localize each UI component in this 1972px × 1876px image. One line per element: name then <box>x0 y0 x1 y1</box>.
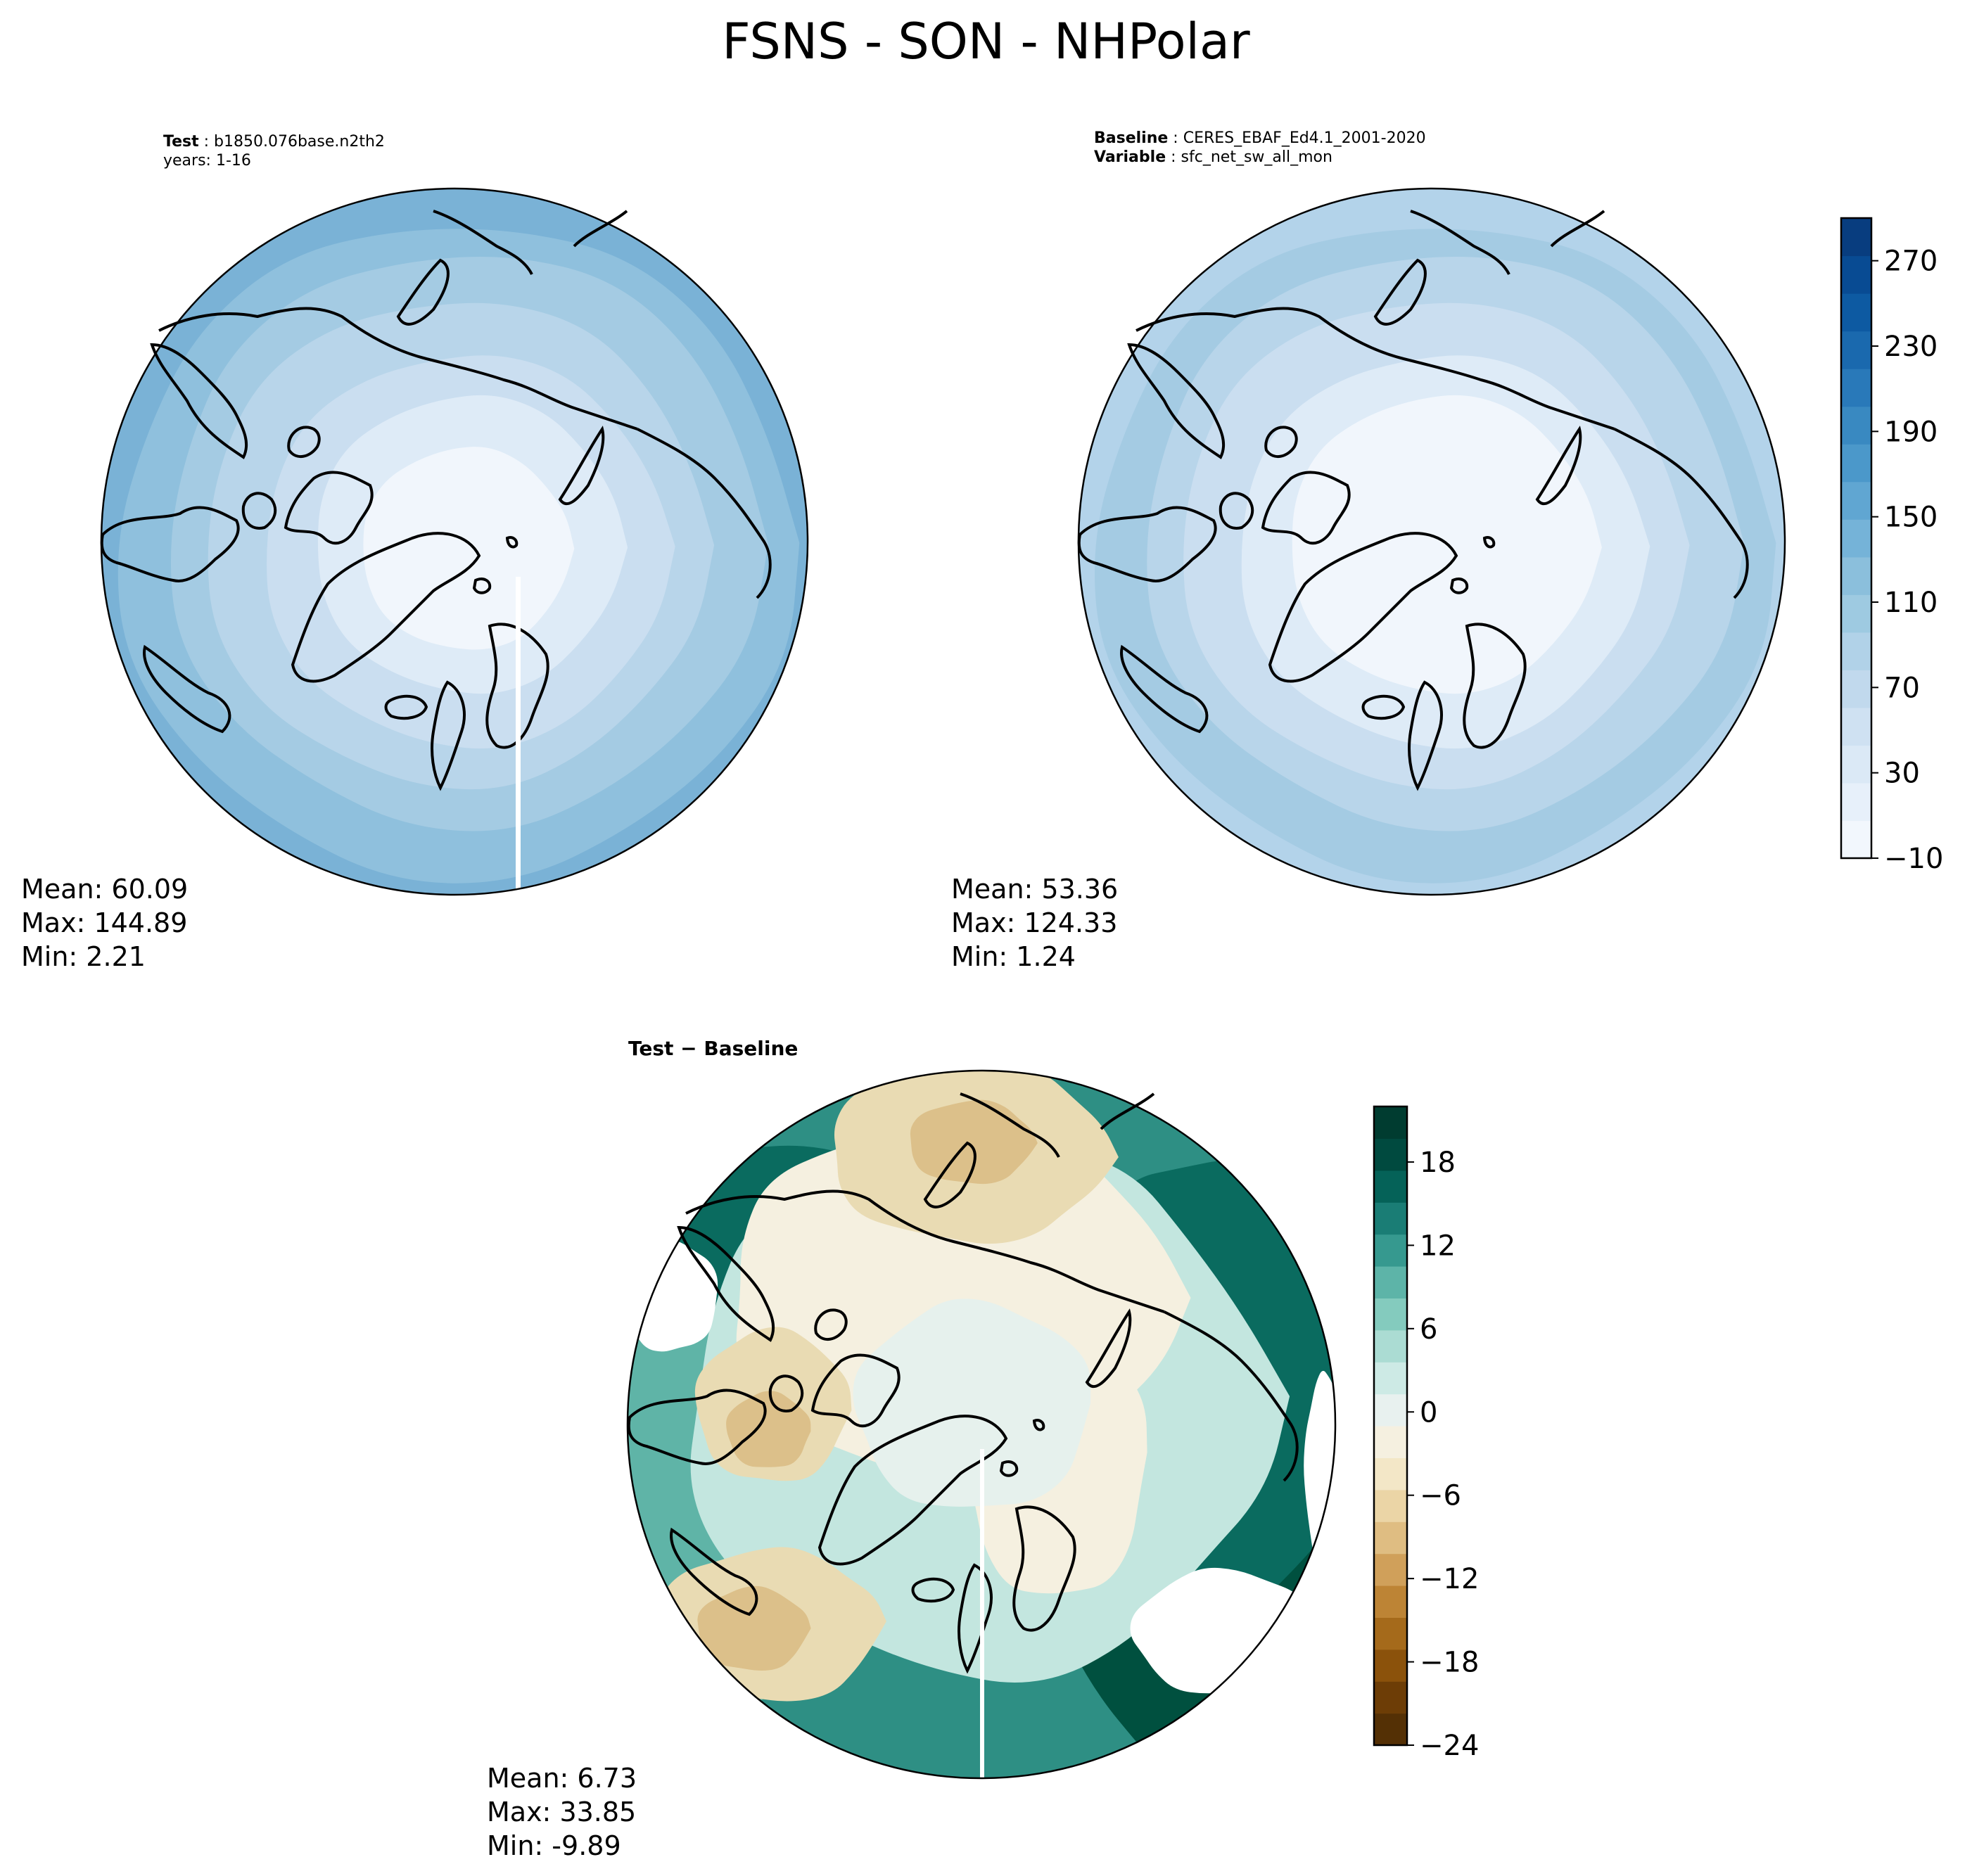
diff-colorbar-tick-label-2: −12 <box>1420 1563 1479 1595</box>
diff-colorbar-tick-label-5: 6 <box>1420 1313 1437 1346</box>
main-colorbar-swatch-3 <box>1841 707 1871 746</box>
test-seam <box>516 577 521 895</box>
diff-max: Max: 33.85 <box>487 1797 637 1827</box>
baseline-map-field <box>1079 189 1785 895</box>
diff-colorbar-swatch-19 <box>1374 1106 1407 1139</box>
diff-colorbar-swatch-11 <box>1374 1362 1407 1395</box>
diff-colorbar-swatch-4 <box>1374 1585 1407 1618</box>
diff-colorbar-swatch-12 <box>1374 1329 1407 1363</box>
test-label-key: Test <box>163 133 199 151</box>
test-map-border <box>100 187 809 896</box>
figure-title: FSNS - SON - NHPolar <box>722 13 1250 70</box>
diff-colorbar-swatch-10 <box>1374 1393 1407 1427</box>
diff-colorbar-swatch-2 <box>1374 1649 1407 1682</box>
main-colorbar-tick-label-1: 30 <box>1884 758 1920 790</box>
main-colorbar-swatch-7 <box>1841 556 1871 595</box>
diff-seam <box>980 1449 984 1780</box>
diff-colorbar-swatch-6 <box>1374 1521 1407 1555</box>
main-colorbar-swatch-1 <box>1841 782 1871 822</box>
test-mean: Mean: 60.09 <box>21 874 189 905</box>
main-colorbar-swatch-2 <box>1841 745 1871 784</box>
diff-colorbar-swatch-7 <box>1374 1489 1407 1522</box>
main-colorbar-swatch-6 <box>1841 594 1871 633</box>
diff-colorbar-tick-label-4: 0 <box>1420 1396 1437 1429</box>
diff-map-border <box>626 1069 1337 1780</box>
test-map <box>100 187 809 896</box>
main-colorbar-swatch-16 <box>1841 218 1871 257</box>
baseline-max: Max: 124.33 <box>951 907 1118 938</box>
diff-colorbar-swatch-1 <box>1374 1681 1407 1714</box>
baseline-map <box>1077 187 1786 896</box>
main-colorbar-tick-label-5: 190 <box>1884 416 1938 448</box>
diff-mean: Mean: 6.73 <box>487 1763 637 1794</box>
baseline-label-value: CERES_EBAF_Ed4.1_2001-2020 <box>1183 129 1426 147</box>
baseline-variable-key: Variable <box>1094 148 1166 166</box>
main-colorbar-tick-label-3: 110 <box>1884 587 1938 619</box>
diff-colorbar-tick-label-0: −24 <box>1420 1730 1479 1762</box>
main-colorbar-tick-label-2: 70 <box>1884 672 1920 704</box>
diff-colorbar-frame <box>1373 1105 1408 1747</box>
main-colorbar-swatch-0 <box>1841 820 1871 859</box>
diff-stats: Mean: 6.73 Max: 33.85 Min: -9.89 <box>487 1761 637 1863</box>
test-band-5 <box>363 447 575 650</box>
test-label: Test : b1850.076base.n2th2 years: 1-16 <box>163 133 385 170</box>
test-map-field <box>101 189 808 895</box>
main-colorbar-swatch-10 <box>1841 444 1871 483</box>
diff-colorbar-swatch-9 <box>1374 1426 1407 1458</box>
main-colorbar-swatch-13 <box>1841 331 1871 369</box>
baseline-variable-value: sfc_net_sw_all_mon <box>1181 148 1332 166</box>
baseline-mean: Mean: 53.36 <box>951 874 1119 905</box>
test-stats: Mean: 60.09 Max: 144.89 Min: 2.21 <box>21 872 188 974</box>
diff-colorbar-swatch-3 <box>1374 1617 1407 1650</box>
baseline-min: Min: 1.24 <box>951 941 1076 972</box>
diff-colorbar-swatch-0 <box>1374 1713 1407 1746</box>
baseline-label: Baseline : CERES_EBAF_Ed4.1_2001-2020 Va… <box>1094 129 1426 166</box>
diff-colorbar-tick-label-6: 12 <box>1420 1230 1456 1262</box>
diff-colorbar-swatch-18 <box>1374 1138 1407 1171</box>
main-colorbar-swatch-11 <box>1841 406 1871 445</box>
main-colorbar-tick-label-4: 150 <box>1884 502 1938 534</box>
diff-colorbar-swatch-16 <box>1374 1202 1407 1235</box>
baseline-map-border <box>1077 187 1786 896</box>
diff-colorbar-swatch-15 <box>1374 1234 1407 1267</box>
diff-colorbar-swatch-14 <box>1374 1266 1407 1298</box>
baseline-stats: Mean: 53.36 Max: 124.33 Min: 1.24 <box>951 872 1118 974</box>
main-colorbar-swatch-15 <box>1841 255 1871 294</box>
test-label-value: b1850.076base.n2th2 <box>214 133 385 151</box>
main-colorbar-swatch-4 <box>1841 670 1871 708</box>
main-colorbar: −10 30 70 110 150 190 230 270 <box>1840 217 1943 875</box>
baseline-label-key: Baseline <box>1094 129 1169 147</box>
diff-colorbar-swatch-5 <box>1374 1553 1407 1586</box>
diff-colorbar: −24 −18 −12 −6 0 6 12 18 <box>1373 1105 1479 1762</box>
diff-colorbar-tick-label-7: 18 <box>1420 1147 1456 1179</box>
diff-colorbar-tick-label-3: −6 <box>1420 1480 1461 1512</box>
main-colorbar-swatch-5 <box>1841 632 1871 670</box>
main-colorbar-frame <box>1840 217 1873 860</box>
diff-min: Min: -9.89 <box>487 1830 621 1861</box>
main-colorbar-swatch-8 <box>1841 519 1871 558</box>
baseline-band-5 <box>1337 447 1548 650</box>
main-colorbar-swatch-14 <box>1841 293 1871 332</box>
diff-region-7 <box>910 1099 1038 1185</box>
diff-colorbar-swatch-17 <box>1374 1170 1407 1203</box>
diff-colorbar-swatch-13 <box>1374 1298 1407 1331</box>
test-max: Max: 144.89 <box>21 907 188 938</box>
diff-panel-title: Test − Baseline <box>628 1037 799 1060</box>
main-colorbar-swatch-9 <box>1841 481 1871 520</box>
test-years: years: 1-16 <box>163 152 251 170</box>
test-min: Min: 2.21 <box>21 941 146 972</box>
main-colorbar-tick-label-0: −10 <box>1884 843 1943 875</box>
main-colorbar-tick-label-6: 230 <box>1884 331 1938 363</box>
main-colorbar-swatch-12 <box>1841 369 1871 407</box>
main-colorbar-tick-label-7: 270 <box>1884 245 1938 278</box>
diff-map <box>626 1069 1337 1780</box>
diff-region-13 <box>853 1298 1091 1507</box>
diff-region-9 <box>697 1585 811 1671</box>
diff-colorbar-swatch-8 <box>1374 1457 1407 1491</box>
diff-colorbar-tick-label-1: −18 <box>1420 1647 1479 1679</box>
